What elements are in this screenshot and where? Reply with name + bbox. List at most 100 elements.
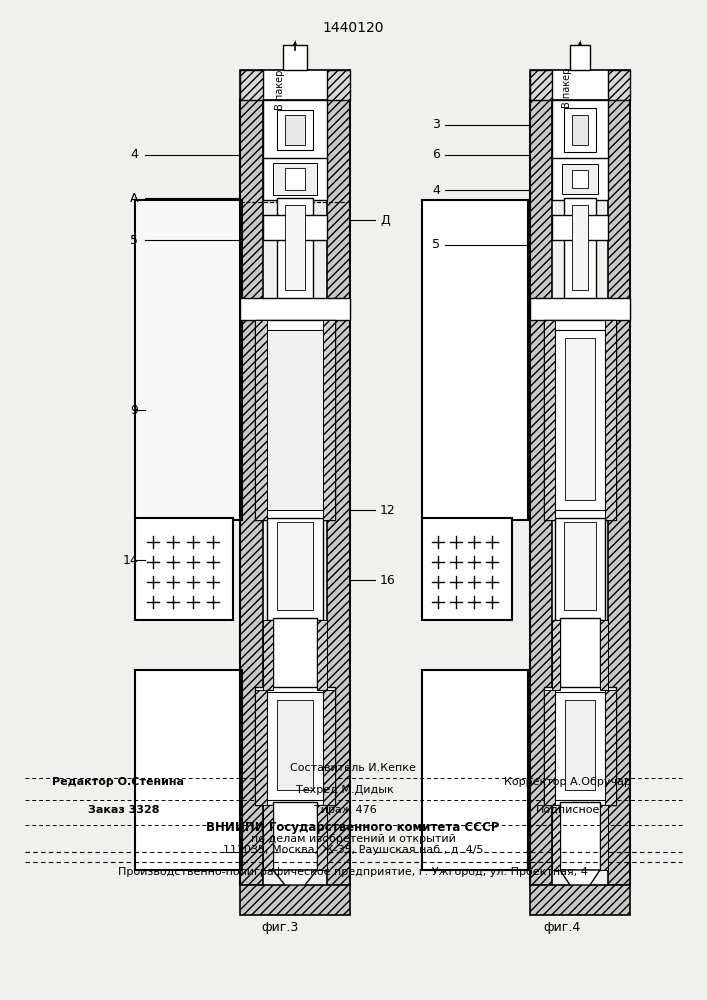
Text: 4: 4 xyxy=(432,184,440,196)
Text: ВНИИПИ Государственного комитета СССР: ВНИИПИ Государственного комитета СССР xyxy=(206,822,500,834)
Bar xyxy=(572,170,588,188)
Text: 12: 12 xyxy=(380,504,396,516)
Bar xyxy=(572,115,588,145)
Bar xyxy=(552,100,608,160)
Text: Составитель И.Кепке: Составитель И.Кепке xyxy=(290,763,416,773)
Bar xyxy=(135,670,242,870)
Bar xyxy=(277,700,313,790)
Bar xyxy=(317,620,327,690)
Bar xyxy=(530,70,630,100)
Bar xyxy=(562,164,598,194)
Polygon shape xyxy=(552,805,560,870)
Polygon shape xyxy=(605,690,616,805)
Polygon shape xyxy=(530,70,552,100)
Bar xyxy=(564,522,596,610)
Text: 16: 16 xyxy=(380,574,396,586)
Bar xyxy=(552,215,608,240)
Bar xyxy=(422,670,528,870)
Polygon shape xyxy=(600,620,608,690)
Polygon shape xyxy=(530,100,552,885)
Bar xyxy=(277,522,313,610)
Polygon shape xyxy=(608,70,630,100)
Bar xyxy=(263,158,327,200)
Text: Производственно-полиграфическое предприятие, г. Ужгород, ул. Проектная, 4: Производственно-полиграфическое предприя… xyxy=(118,867,588,877)
Text: Д: Д xyxy=(380,214,390,227)
Text: В пакер: В пакер xyxy=(275,70,285,110)
Text: 6: 6 xyxy=(432,148,440,161)
Polygon shape xyxy=(544,690,555,805)
Bar xyxy=(267,518,323,620)
Text: 3: 3 xyxy=(432,118,440,131)
Polygon shape xyxy=(317,805,327,870)
Polygon shape xyxy=(273,870,317,885)
Polygon shape xyxy=(240,870,350,915)
Polygon shape xyxy=(530,870,630,915)
Bar xyxy=(285,205,305,290)
Bar xyxy=(273,802,317,870)
Bar xyxy=(422,200,528,520)
Bar xyxy=(137,202,239,518)
Bar xyxy=(565,700,595,790)
Polygon shape xyxy=(263,620,273,690)
Bar xyxy=(570,45,590,70)
Polygon shape xyxy=(544,320,555,520)
Bar xyxy=(263,620,273,690)
Text: 113035, Москва, Ж-35, Раушская наб., д. 4/5: 113035, Москва, Ж-35, Раушская наб., д. … xyxy=(223,845,484,855)
Polygon shape xyxy=(240,100,263,885)
Bar xyxy=(263,100,327,160)
Text: 1440120: 1440120 xyxy=(322,21,384,35)
Bar xyxy=(560,618,600,690)
Bar xyxy=(283,45,307,70)
Text: Заказ 3328: Заказ 3328 xyxy=(88,805,160,815)
Bar xyxy=(565,338,595,500)
Polygon shape xyxy=(317,620,327,690)
Text: В пакер: В пакер xyxy=(562,68,572,108)
Text: 14: 14 xyxy=(122,554,138,566)
Bar xyxy=(267,692,323,800)
Bar xyxy=(135,518,233,620)
Bar xyxy=(422,518,512,620)
Text: Редактор О.Стенина: Редактор О.Стенина xyxy=(52,777,184,787)
Text: Тираж 476: Тираж 476 xyxy=(314,805,376,815)
Polygon shape xyxy=(608,100,630,885)
Bar xyxy=(555,518,605,620)
Text: фиг.4: фиг.4 xyxy=(544,922,580,934)
Bar xyxy=(544,687,616,805)
Bar xyxy=(560,802,600,870)
Bar xyxy=(240,298,350,320)
Bar xyxy=(273,618,317,690)
Bar xyxy=(273,163,317,195)
Bar xyxy=(277,198,313,300)
Bar xyxy=(572,205,588,290)
Bar xyxy=(285,168,305,190)
Text: 9: 9 xyxy=(130,403,138,416)
Polygon shape xyxy=(327,100,350,885)
Bar xyxy=(564,108,596,152)
Bar xyxy=(530,298,630,320)
Text: 5: 5 xyxy=(432,238,440,251)
Bar xyxy=(552,158,608,200)
Polygon shape xyxy=(560,870,600,885)
Bar xyxy=(544,320,616,520)
Bar xyxy=(240,70,350,100)
Text: фиг.3: фиг.3 xyxy=(262,922,298,934)
Bar xyxy=(135,200,242,520)
Bar xyxy=(285,115,305,145)
Polygon shape xyxy=(323,690,335,805)
Bar xyxy=(255,320,335,520)
Text: 5: 5 xyxy=(130,233,138,246)
Text: Корректор А.Обручар: Корректор А.Обручар xyxy=(505,777,631,787)
Polygon shape xyxy=(263,805,273,870)
Bar xyxy=(255,687,335,805)
Bar xyxy=(564,198,596,300)
Bar xyxy=(555,692,605,800)
Polygon shape xyxy=(323,320,335,520)
Polygon shape xyxy=(255,690,267,805)
Bar xyxy=(267,330,323,510)
Polygon shape xyxy=(552,620,560,690)
Polygon shape xyxy=(327,70,350,100)
Polygon shape xyxy=(255,320,267,520)
Text: Подписное: Подписное xyxy=(536,805,600,815)
Polygon shape xyxy=(240,70,263,100)
Text: Техред М.Дидык: Техред М.Дидык xyxy=(296,785,394,795)
